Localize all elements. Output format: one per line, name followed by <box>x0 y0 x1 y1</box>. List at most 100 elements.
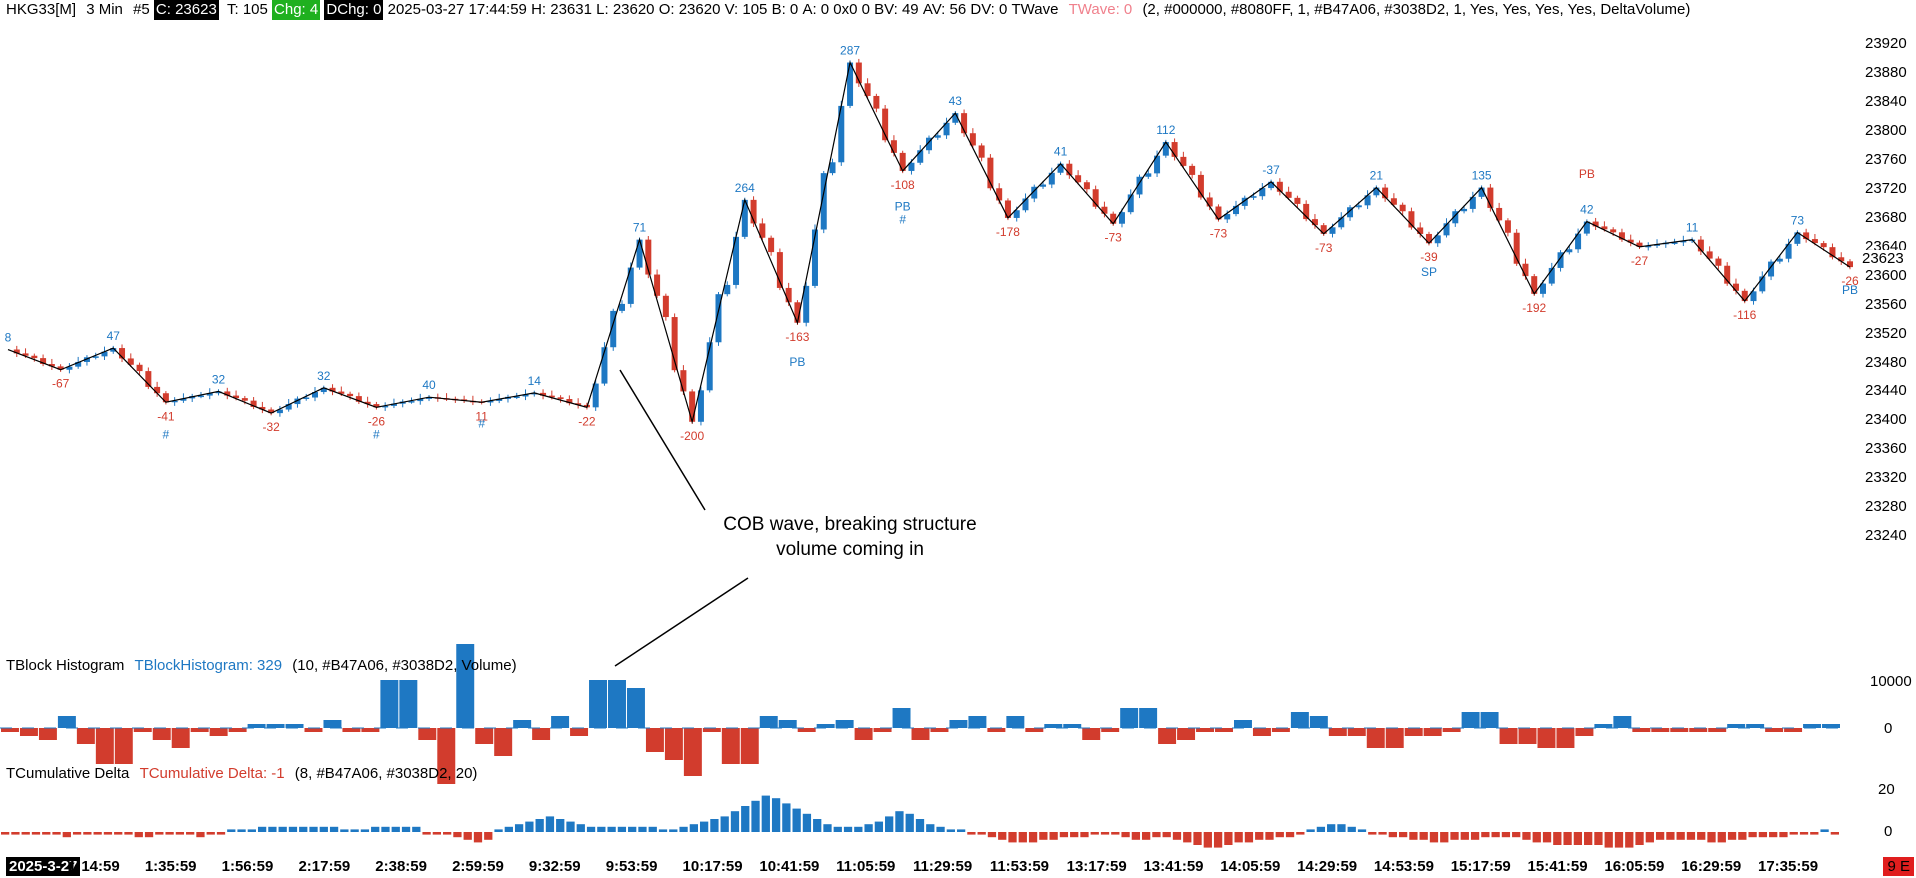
candle-body <box>390 403 397 406</box>
candle-body <box>233 395 240 399</box>
price-tick: 23920 <box>1865 35 1907 53</box>
candle-body <box>1794 232 1801 244</box>
candle-body <box>978 145 985 158</box>
wave-label: -41 <box>157 409 175 423</box>
annotation-line-upper <box>619 369 706 511</box>
cumdelta-bar <box>792 808 801 832</box>
cumdelta-bar <box>1378 832 1387 835</box>
change-value: Chg: 4 <box>272 0 321 20</box>
candle-body <box>1566 249 1573 253</box>
histogram-bar <box>1025 728 1044 732</box>
price-tick: 23240 <box>1865 527 1907 544</box>
interval-label: 3 Min <box>86 1 123 18</box>
time-label: 9:53:59 <box>605 858 658 875</box>
histogram-bar <box>1063 724 1082 728</box>
candle-body <box>303 397 310 400</box>
cumdelta-tick-zero: 0 <box>1884 823 1893 840</box>
cumdelta-bar <box>1707 832 1716 843</box>
candle-body <box>259 406 266 410</box>
candle-body <box>224 391 231 396</box>
candle-body <box>119 348 126 359</box>
candle-body <box>382 405 389 408</box>
candle-body <box>917 150 924 163</box>
cumdelta-bar <box>1625 832 1634 848</box>
histogram-bar <box>1271 728 1290 732</box>
cumdelta-bar <box>309 826 318 832</box>
wave-label: 40 <box>422 378 436 392</box>
candle-body <box>1829 247 1836 258</box>
time-badge: 9 E <box>1883 857 1914 876</box>
candle-body <box>741 199 748 237</box>
candle-body <box>75 361 82 367</box>
cumdelta-bar <box>1090 832 1099 835</box>
cumdelta-bar <box>1820 829 1829 832</box>
candle-body <box>1206 197 1213 207</box>
histogram-bar <box>1461 712 1480 728</box>
price-tick: 23880 <box>1865 64 1907 82</box>
cumdelta-bar <box>915 819 925 832</box>
histogram-bar <box>1423 728 1442 736</box>
price-tick: 23400 <box>1865 411 1907 429</box>
candle-body <box>408 401 415 403</box>
cumdelta-bar <box>494 829 503 832</box>
candle-body <box>1504 220 1511 233</box>
cumdelta-bar <box>638 826 647 832</box>
candle-body <box>548 395 555 398</box>
cumdelta-title: TCumulative Delta TCumulative Delta: -1 … <box>6 765 477 782</box>
candle-body <box>285 404 292 410</box>
time-label: 14:05:59 <box>1220 858 1281 875</box>
time-label: 16:05:59 <box>1604 858 1665 875</box>
candle-body <box>987 157 994 189</box>
wave-label: 8 <box>5 331 12 345</box>
cumdelta-bar <box>998 832 1007 840</box>
candle-body <box>908 162 915 171</box>
wave-label: 11 <box>1686 221 1699 235</box>
candle-body <box>276 409 283 414</box>
signal-marker: # <box>373 427 380 441</box>
histogram-bar <box>1233 720 1252 728</box>
cumdelta-bar <box>699 821 709 832</box>
cumdelta-bar <box>443 832 452 835</box>
bv-raw-value: 0 <box>861 1 870 18</box>
cumdelta-bar <box>155 832 164 835</box>
annotation-line1: COB wave, breaking structure <box>723 514 977 535</box>
cumdelta-bar <box>566 821 575 832</box>
histogram-bar <box>551 716 570 728</box>
candle-body <box>250 400 257 407</box>
candle-body <box>733 236 740 285</box>
histogram-bar <box>1518 728 1537 744</box>
candle-body <box>1004 200 1011 218</box>
cumdelta-bar <box>617 826 627 832</box>
cumdelta-bar <box>679 826 688 832</box>
histogram-bar <box>1499 728 1518 744</box>
cumdelta-bar <box>134 832 143 838</box>
dv-value: DV: 0 <box>970 1 1008 18</box>
cumdelta-bar <box>1316 826 1326 832</box>
cumdelta-bar <box>299 826 308 832</box>
histogram-bar <box>1689 728 1708 732</box>
candle-body <box>294 398 301 405</box>
cumdelta-bar <box>1008 832 1017 843</box>
candle-body <box>1531 276 1538 294</box>
candle-body <box>1557 252 1564 268</box>
cumdelta-bar <box>52 832 61 835</box>
price-tick: 23360 <box>1865 440 1907 458</box>
cumdelta-bar <box>72 832 82 835</box>
signal-marker: SP <box>1421 265 1437 279</box>
candle-body <box>1373 187 1380 196</box>
wave-labels: 8 -67 47 -41 32 -32 32 -26 40 11 14 -22 71 -200 264 -16… <box>5 44 1859 443</box>
cumdelta-bar <box>730 811 740 832</box>
histogram-bar <box>626 688 645 728</box>
cumdelta-bar <box>720 816 729 832</box>
candle-body <box>206 393 213 396</box>
time-label: 1:14:59 <box>68 858 120 875</box>
histogram-bar <box>1727 724 1746 728</box>
cumdelta-bar <box>1470 832 1480 840</box>
candle-body <box>1847 261 1853 268</box>
candle-body <box>996 188 1003 201</box>
cumdelta-bar <box>237 829 246 832</box>
cumdelta-bar <box>1059 832 1069 838</box>
candle-body <box>855 62 862 84</box>
